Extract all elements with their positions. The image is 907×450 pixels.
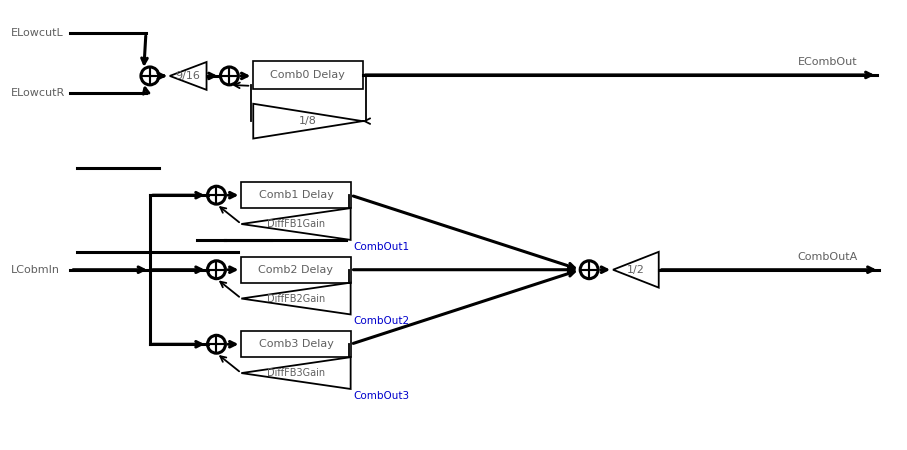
Text: ELowcutL: ELowcutL: [11, 28, 63, 38]
Text: DiffFB1Gain: DiffFB1Gain: [267, 219, 325, 229]
Text: Comb3 Delay: Comb3 Delay: [258, 339, 334, 349]
Bar: [253, 61, 363, 89]
Text: LCobmIn: LCobmIn: [11, 265, 60, 274]
Text: 1/2: 1/2: [627, 265, 645, 274]
Text: DiffFB2Gain: DiffFB2Gain: [267, 293, 325, 304]
Text: 9/16: 9/16: [176, 71, 200, 81]
Text: CombOut2: CombOut2: [354, 316, 410, 326]
Text: CombOutA: CombOutA: [798, 252, 858, 262]
Text: DiffFB3Gain: DiffFB3Gain: [267, 368, 325, 378]
Text: Comb1 Delay: Comb1 Delay: [258, 190, 334, 200]
Text: ELowcutR: ELowcutR: [11, 88, 65, 98]
Text: Comb2 Delay: Comb2 Delay: [258, 265, 334, 274]
Text: Comb0 Delay: Comb0 Delay: [270, 70, 346, 80]
Text: ECombOut: ECombOut: [798, 57, 857, 67]
Text: CombOut1: CombOut1: [354, 242, 410, 252]
Bar: [241, 331, 351, 357]
Text: 1/8: 1/8: [299, 116, 317, 126]
Text: CombOut3: CombOut3: [354, 391, 410, 401]
Bar: [241, 257, 351, 283]
Bar: [241, 182, 351, 208]
